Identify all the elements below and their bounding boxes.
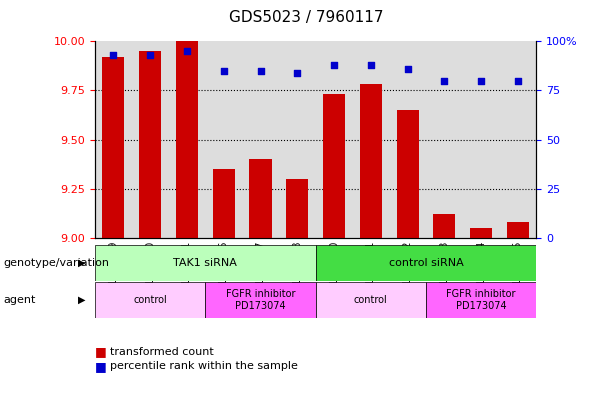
Bar (360, 84, 382, 238)
Bar (205, 282, 316, 318)
Bar (507, 222, 529, 238)
Text: transformed count: transformed count (110, 347, 214, 357)
Bar (433, 214, 455, 238)
Bar (249, 159, 272, 238)
Bar (132, 41, 169, 238)
Point (256, 68, 265, 74)
Bar (95, 41, 132, 238)
Text: ■: ■ (95, 345, 107, 358)
Text: ▶: ▶ (78, 258, 85, 268)
Bar (139, 51, 161, 238)
Text: ▶: ▶ (78, 295, 85, 305)
Point (109, 52, 118, 58)
Point (513, 77, 523, 84)
Bar (95, 282, 205, 318)
Bar (463, 41, 500, 238)
Point (219, 68, 229, 74)
Point (403, 66, 413, 72)
Bar (426, 282, 536, 318)
Bar (102, 57, 124, 238)
Text: FGFR inhibitor
PD173074: FGFR inhibitor PD173074 (226, 290, 295, 311)
Bar (316, 41, 352, 238)
Bar (500, 41, 536, 238)
Bar (426, 41, 463, 238)
Text: TAK1 siRNA: TAK1 siRNA (173, 258, 237, 268)
Bar (95, 245, 316, 281)
Bar (205, 41, 242, 238)
Text: genotype/variation: genotype/variation (3, 258, 109, 268)
Bar (286, 179, 308, 238)
Bar (389, 41, 426, 238)
Text: GDS5023 / 7960117: GDS5023 / 7960117 (229, 10, 384, 25)
Bar (352, 41, 389, 238)
Text: FGFR inhibitor
PD173074: FGFR inhibitor PD173074 (446, 290, 516, 311)
Bar (316, 282, 426, 318)
Bar (213, 169, 235, 238)
Bar (169, 41, 205, 238)
Bar (470, 228, 492, 238)
Bar (176, 41, 198, 238)
Point (366, 62, 376, 68)
Text: control: control (354, 295, 388, 305)
Point (292, 70, 302, 76)
Bar (279, 41, 316, 238)
Point (145, 52, 155, 58)
Point (476, 77, 486, 84)
Bar (323, 94, 345, 238)
Point (440, 77, 449, 84)
Point (329, 62, 339, 68)
Bar (397, 110, 419, 238)
Text: control: control (133, 295, 167, 305)
Text: ■: ■ (95, 360, 107, 373)
Bar (242, 41, 279, 238)
Text: control siRNA: control siRNA (389, 258, 463, 268)
Point (182, 48, 192, 54)
Text: percentile rank within the sample: percentile rank within the sample (110, 361, 298, 371)
Bar (316, 245, 536, 281)
Text: agent: agent (3, 295, 36, 305)
